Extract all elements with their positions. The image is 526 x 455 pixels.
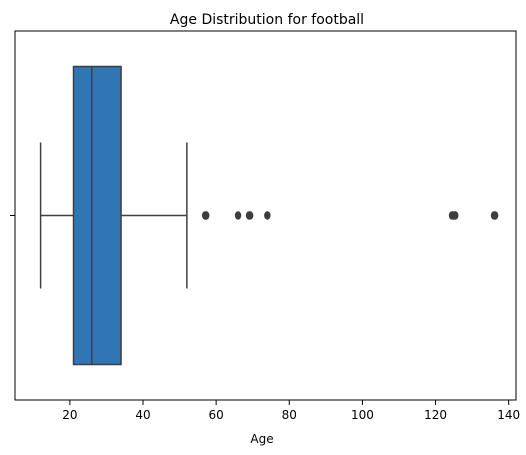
x-axis-label: Age xyxy=(250,432,273,446)
x-tick-label: 120 xyxy=(424,408,447,422)
iqr-box xyxy=(72,65,122,366)
x-tick-label: 60 xyxy=(208,408,223,422)
outlier-point xyxy=(234,211,242,220)
outlier-point xyxy=(452,211,459,220)
outlier-point xyxy=(491,211,499,220)
x-tick-label: 100 xyxy=(351,408,374,422)
x-tick-label: 20 xyxy=(62,408,77,422)
x-tick-label: 40 xyxy=(135,408,150,422)
chart-title: Age Distribution for football xyxy=(170,12,364,28)
x-tick-label: 80 xyxy=(282,408,297,422)
outlier-point xyxy=(264,211,271,220)
x-tick-label: 140 xyxy=(497,408,520,422)
plot-area: 20 40 60 80 100 120 140 xyxy=(10,30,520,422)
outlier-point xyxy=(246,211,254,220)
outlier-point xyxy=(203,211,210,220)
